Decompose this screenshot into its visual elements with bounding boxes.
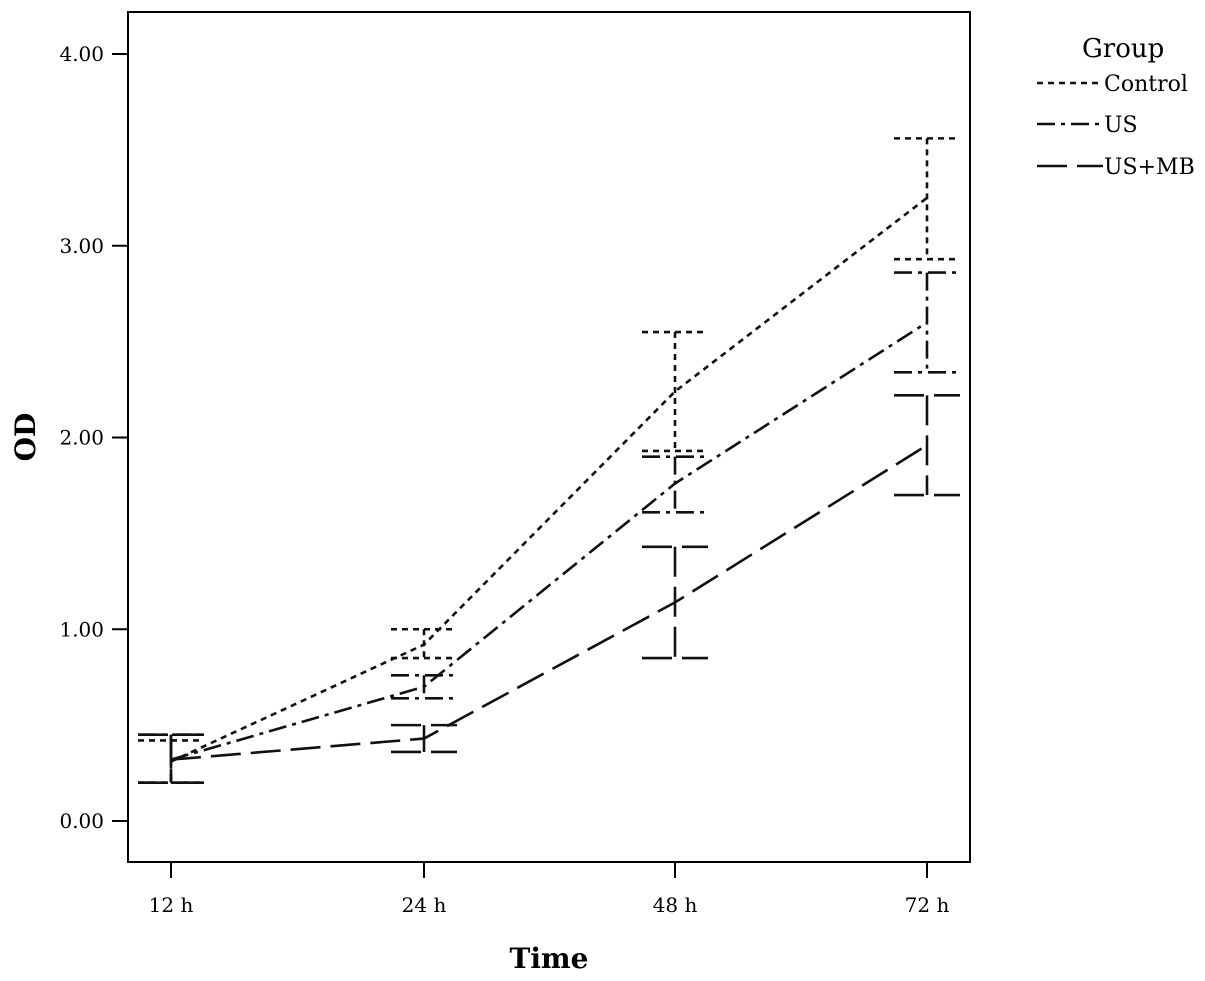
y-tick-label: 2.00 (59, 426, 104, 450)
plot-frame (127, 11, 971, 863)
series-line (170, 321, 928, 761)
error-bar (894, 394, 960, 497)
y-tick-label: 1.00 (59, 617, 104, 641)
x-axis: 12 h 24 h 48 h 72 h (149, 862, 950, 917)
x-axis-title: Time (510, 942, 589, 975)
legend-label: US (1104, 113, 1138, 138)
series-us (138, 271, 960, 784)
x-tick-label: 72 h (905, 893, 950, 917)
legend-label: US+MB (1104, 155, 1195, 180)
error-bar (642, 545, 708, 660)
x-tick-label: 24 h (402, 893, 447, 917)
error-bar (894, 271, 960, 374)
error-bar (391, 627, 457, 660)
y-tick-label: 0.00 (59, 809, 104, 833)
legend-label: Control (1104, 72, 1188, 97)
series-layer (138, 137, 960, 784)
error-bar (391, 673, 457, 700)
y-tick-label: 3.00 (59, 234, 104, 258)
error-bar (642, 455, 708, 514)
error-bar (642, 330, 708, 453)
series-line (170, 196, 928, 763)
series-control (138, 137, 960, 784)
x-tick-label: 48 h (653, 893, 698, 917)
y-axis: 0.00 1.00 2.00 3.00 4.00 (59, 42, 128, 833)
y-axis-title: OD (9, 413, 42, 462)
error-bar (894, 137, 960, 261)
legend-title: Group (1082, 34, 1164, 64)
series-us-mb (138, 394, 960, 784)
legend: Group Control US US+MB (1037, 34, 1195, 180)
x-tick-label: 12 h (149, 893, 194, 917)
y-tick-label: 4.00 (59, 42, 104, 66)
series-line (170, 444, 928, 761)
error-bar (138, 733, 204, 784)
error-bar (391, 723, 457, 754)
